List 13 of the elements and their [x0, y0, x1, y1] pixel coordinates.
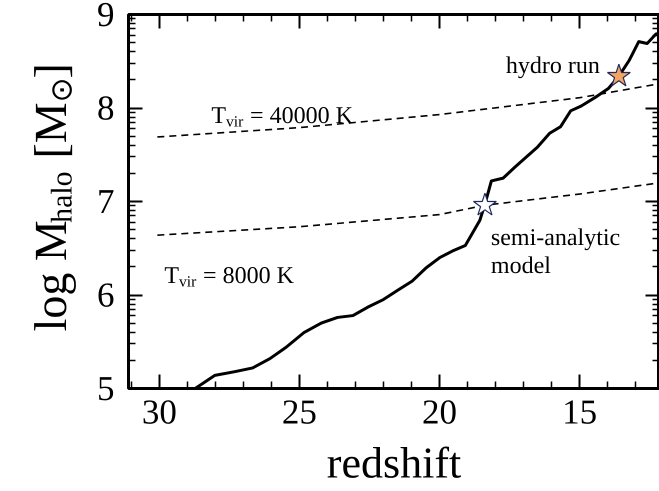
- y-tick-label: 5: [97, 369, 114, 408]
- x-tick-label: 25: [282, 392, 317, 432]
- y-tick-label: 6: [97, 276, 114, 314]
- y-tick-label: 7: [97, 182, 114, 221]
- x-axis-title: redshift: [326, 438, 462, 488]
- y-axis-title: log Mhalo [M⊙]: [25, 63, 78, 332]
- y-tick-label: 8: [97, 88, 114, 128]
- y-tick-label: 9: [97, 0, 114, 34]
- annotation: hydro run: [506, 53, 600, 80]
- x-tick-label: 20: [422, 392, 458, 432]
- x-tick-label: 15: [562, 392, 598, 432]
- x-tick-label: 30: [142, 392, 177, 432]
- annotation: semi-analytic model: [490, 225, 620, 279]
